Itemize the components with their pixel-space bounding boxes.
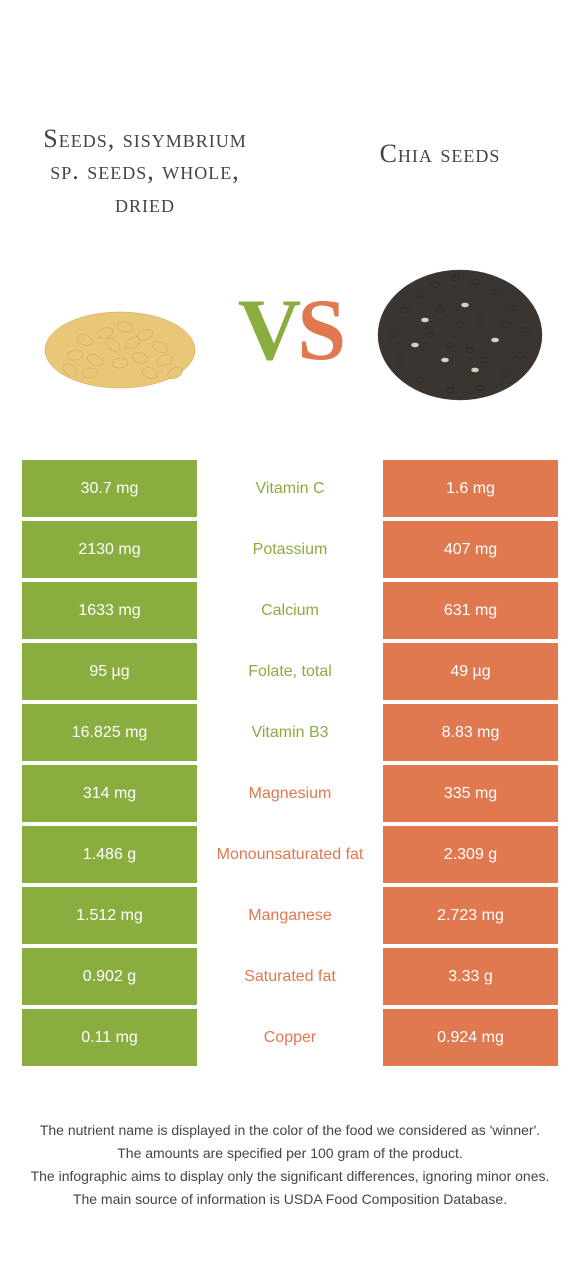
value-left: 16.825 mg: [22, 704, 197, 761]
value-right: 2.723 mg: [383, 887, 558, 944]
table-row: 95 µgFolate, total49 µg: [22, 643, 558, 700]
value-right: 0.924 mg: [383, 1009, 558, 1066]
value-right: 407 mg: [383, 521, 558, 578]
nutrient-name: Folate, total: [197, 643, 383, 700]
table-row: 1.486 gMonounsaturated fat2.309 g: [22, 826, 558, 883]
value-left: 1.486 g: [22, 826, 197, 883]
title-left: Seeds, sisymbrium sp. seeds, whole, drie…: [30, 123, 260, 221]
value-left: 0.11 mg: [22, 1009, 197, 1066]
infographic-container: Seeds, sisymbrium sp. seeds, whole, drie…: [0, 0, 580, 1264]
nutrient-name: Manganese: [197, 887, 383, 944]
value-right: 3.33 g: [383, 948, 558, 1005]
nutrient-name: Potassium: [197, 521, 383, 578]
footer-line: The main source of information is USDA F…: [20, 1189, 560, 1210]
seeds-light-icon: [25, 255, 215, 405]
value-left: 0.902 g: [22, 948, 197, 1005]
value-right: 49 µg: [383, 643, 558, 700]
vs-v: V: [238, 282, 298, 379]
title-right: Chia seeds: [330, 138, 550, 221]
seeds-dark-icon: [365, 250, 555, 410]
footer-notes: The nutrient name is displayed in the co…: [0, 1120, 580, 1212]
value-right: 8.83 mg: [383, 704, 558, 761]
vs-label: VS: [238, 280, 343, 381]
nutrient-name: Calcium: [197, 582, 383, 639]
value-left: 314 mg: [22, 765, 197, 822]
nutrient-name: Monounsaturated fat: [197, 826, 383, 883]
header: Seeds, sisymbrium sp. seeds, whole, drie…: [0, 0, 580, 220]
vs-s: S: [297, 282, 342, 379]
food-image-right: [365, 235, 555, 425]
value-right: 1.6 mg: [383, 460, 558, 517]
nutrient-name: Vitamin B3: [197, 704, 383, 761]
food-image-left: [25, 235, 215, 425]
footer-line: The amounts are specified per 100 gram o…: [20, 1143, 560, 1164]
table-row: 0.11 mgCopper0.924 mg: [22, 1009, 558, 1066]
table-row: 16.825 mgVitamin B38.83 mg: [22, 704, 558, 761]
value-left: 2130 mg: [22, 521, 197, 578]
value-left: 1633 mg: [22, 582, 197, 639]
table-row: 2130 mgPotassium407 mg: [22, 521, 558, 578]
value-right: 335 mg: [383, 765, 558, 822]
table-row: 1.512 mgManganese2.723 mg: [22, 887, 558, 944]
value-right: 631 mg: [383, 582, 558, 639]
nutrient-name: Saturated fat: [197, 948, 383, 1005]
value-right: 2.309 g: [383, 826, 558, 883]
nutrient-name: Copper: [197, 1009, 383, 1066]
table-row: 30.7 mgVitamin C1.6 mg: [22, 460, 558, 517]
nutrient-name: Vitamin C: [197, 460, 383, 517]
table-row: 314 mgMagnesium335 mg: [22, 765, 558, 822]
table-row: 1633 mgCalcium631 mg: [22, 582, 558, 639]
nutrient-table: 30.7 mgVitamin C1.6 mg2130 mgPotassium40…: [0, 460, 580, 1070]
footer-line: The nutrient name is displayed in the co…: [20, 1120, 560, 1141]
value-left: 95 µg: [22, 643, 197, 700]
footer-line: The infographic aims to display only the…: [20, 1166, 560, 1187]
value-left: 1.512 mg: [22, 887, 197, 944]
images-row: VS: [0, 210, 580, 450]
table-row: 0.902 gSaturated fat3.33 g: [22, 948, 558, 1005]
nutrient-name: Magnesium: [197, 765, 383, 822]
value-left: 30.7 mg: [22, 460, 197, 517]
